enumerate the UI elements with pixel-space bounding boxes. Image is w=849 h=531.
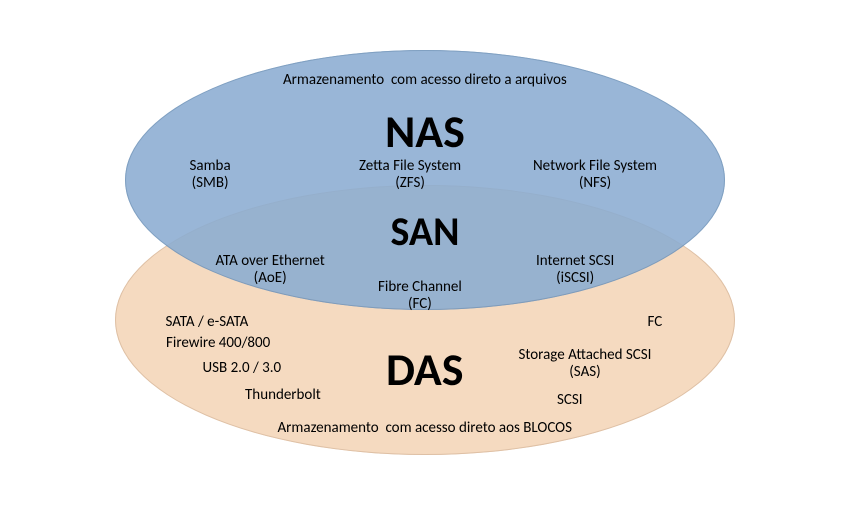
title-nas: NAS bbox=[385, 106, 465, 159]
san-label-iscsi: Internet SCSI (iSCSI) bbox=[536, 253, 614, 288]
caption-das: Armazenamento com acesso direto aos BLOC… bbox=[278, 420, 573, 437]
title-san: SAN bbox=[391, 209, 460, 255]
nas-label-nfs: Network File System (NFS) bbox=[533, 158, 657, 193]
san-label-aoe: ATA over Ethernet (AoE) bbox=[216, 253, 325, 288]
das-label-sas: Storage Attached SCSI (SAS) bbox=[519, 347, 652, 382]
caption-nas: Armazenamento com acesso direto a arquiv… bbox=[283, 72, 567, 89]
nas-label-samba: Samba (SMB) bbox=[190, 158, 231, 193]
san-label-fc: Fibre Channel (FC) bbox=[378, 279, 462, 314]
venn-diagram: Armazenamento com acesso direto a arquiv… bbox=[0, 0, 849, 531]
title-das: DAS bbox=[386, 344, 464, 397]
das-label-scsi: SCSI bbox=[557, 392, 583, 409]
das-label-sata: SATA / e-SATA bbox=[166, 314, 249, 331]
das-label-thunderbolt: Thunderbolt bbox=[245, 387, 321, 404]
das-label-fc: FC bbox=[648, 314, 663, 331]
das-label-firewire: Firewire 400/800 bbox=[166, 335, 270, 352]
nas-label-zfs: Zetta File System (ZFS) bbox=[359, 158, 461, 193]
das-label-usb: USB 2.0 / 3.0 bbox=[203, 360, 282, 377]
